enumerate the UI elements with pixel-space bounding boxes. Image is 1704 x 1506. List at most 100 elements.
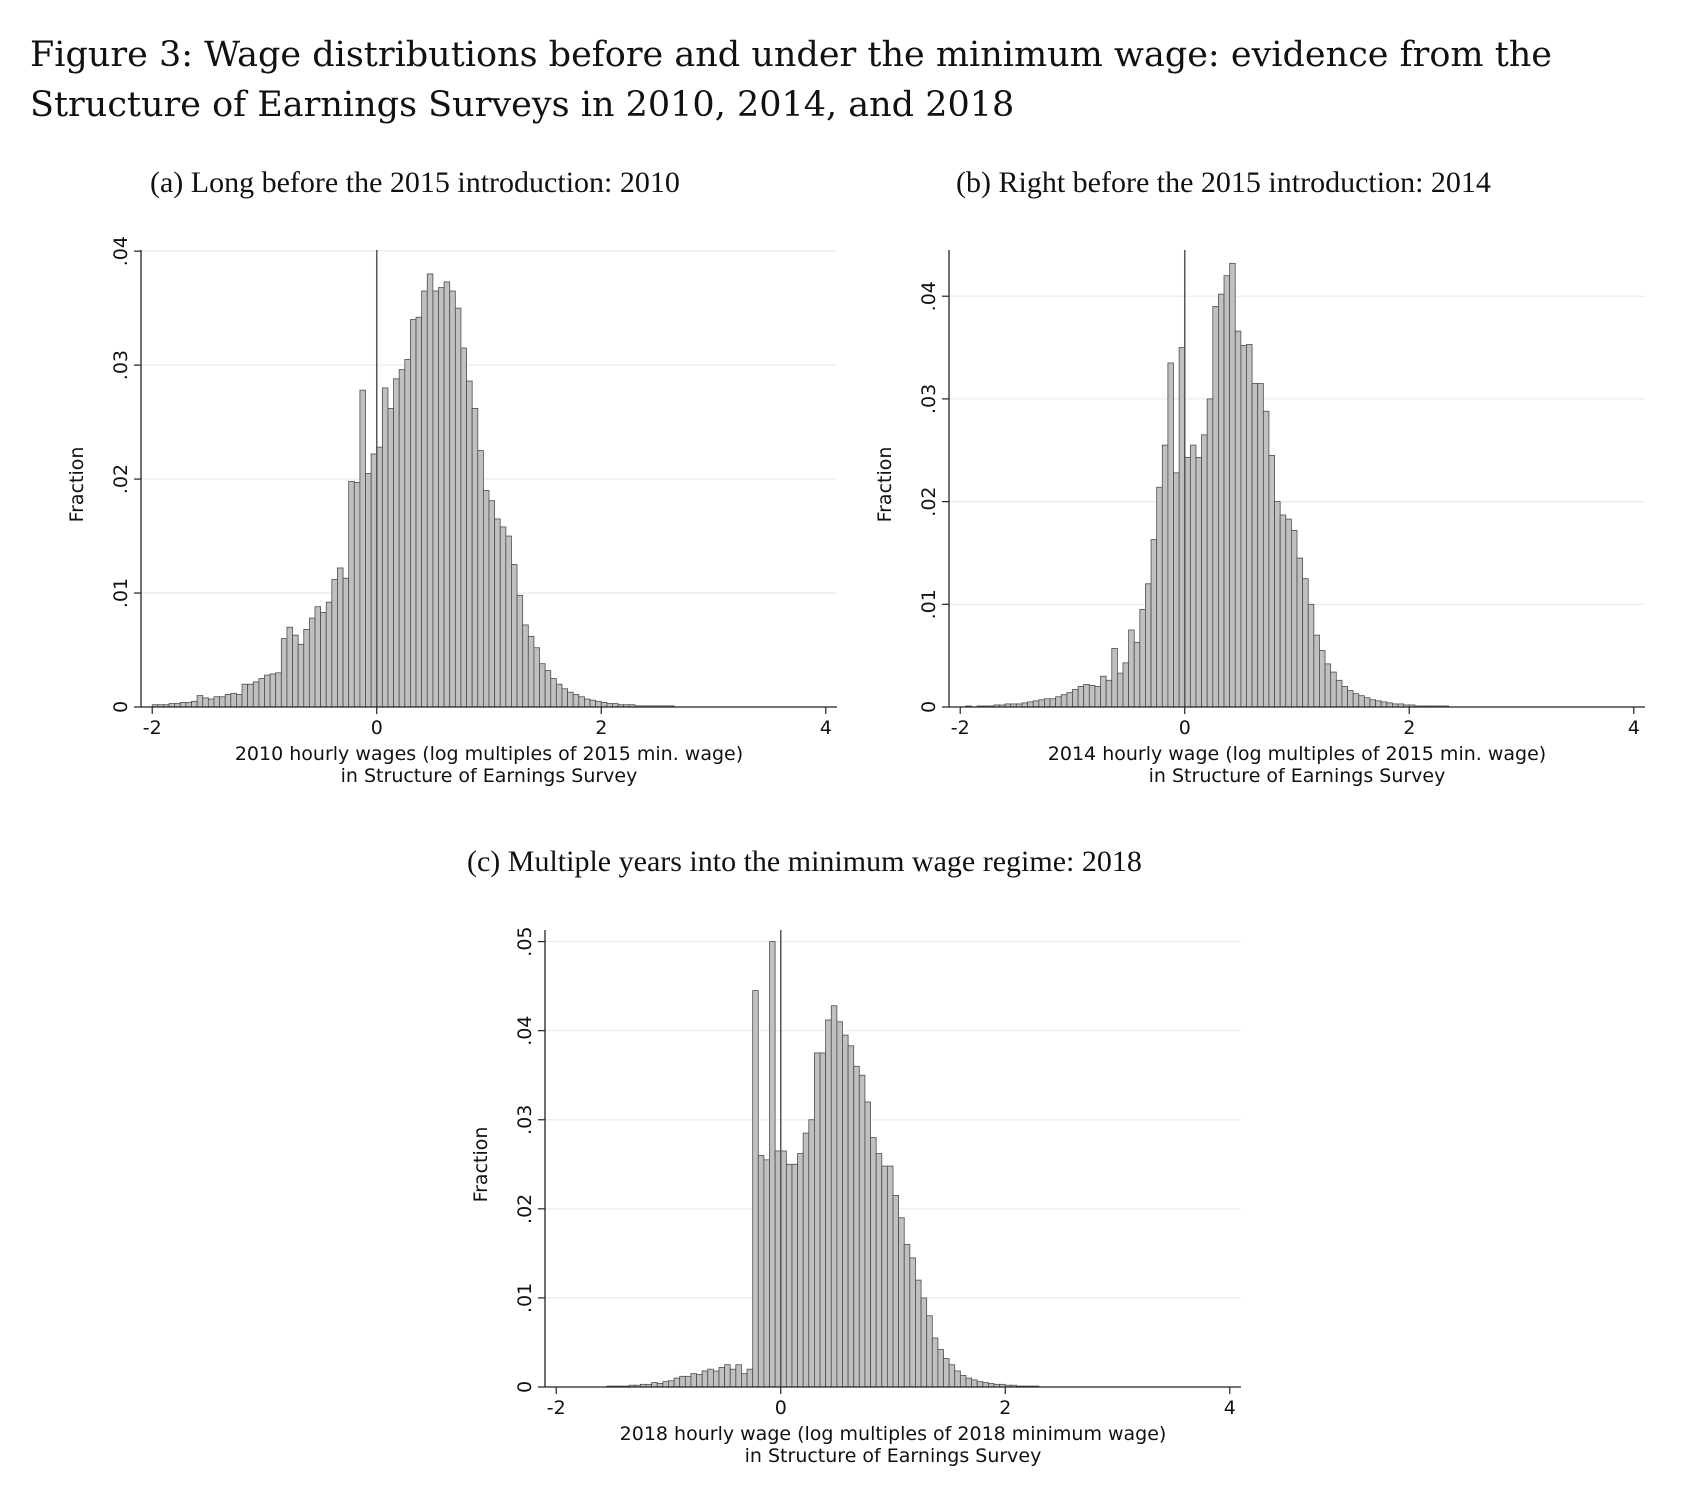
x-tick-label: 2 bbox=[999, 1397, 1011, 1419]
histogram-bar bbox=[819, 1052, 827, 1388]
histogram-bar bbox=[982, 1382, 989, 1388]
histogram-bar bbox=[780, 1150, 787, 1388]
histogram-bar bbox=[690, 1373, 697, 1388]
histogram-bar bbox=[847, 1045, 855, 1388]
histogram-bar bbox=[937, 1349, 944, 1388]
y-tick-label: .04 bbox=[514, 1016, 536, 1046]
x-tick-label: 0 bbox=[775, 1397, 787, 1419]
y-tick-label: .01 bbox=[514, 1283, 536, 1313]
y-axis-label: Fraction bbox=[874, 447, 896, 523]
x-axis-label: 2014 hourly wage (log multiples of 2015 … bbox=[1048, 743, 1546, 765]
histogram-bar bbox=[836, 1021, 843, 1388]
x-tick-label: 2 bbox=[1403, 717, 1415, 739]
panel-c-title: (c) Multiple years into the minimum wage… bbox=[467, 845, 1142, 878]
histogram-bar bbox=[774, 1150, 782, 1388]
histogram-bar bbox=[971, 1379, 978, 1388]
histogram-bar bbox=[718, 1367, 726, 1388]
y-tick-label: .02 bbox=[918, 486, 940, 516]
x-tick-label: 0 bbox=[1179, 717, 1191, 739]
histogram-bar bbox=[931, 1337, 939, 1388]
x-tick-label: -2 bbox=[951, 717, 970, 739]
histogram-bar bbox=[752, 990, 759, 1388]
x-axis-label: 2010 hourly wages (log multiples of 2015… bbox=[235, 743, 743, 765]
y-tick-label: .02 bbox=[110, 464, 132, 494]
y-tick-label: .05 bbox=[514, 926, 536, 956]
histogram-bar bbox=[701, 1370, 709, 1388]
y-axis-label: Fraction bbox=[470, 1127, 492, 1203]
histogram-bar bbox=[898, 1217, 905, 1388]
histogram-bar bbox=[729, 1368, 737, 1388]
y-axis-label: Fraction bbox=[66, 447, 88, 523]
histogram-bar bbox=[763, 1159, 770, 1388]
histogram-bar bbox=[757, 1154, 765, 1388]
histogram-bar bbox=[926, 1315, 933, 1388]
x-tick-label: 0 bbox=[371, 717, 383, 739]
histogram-bar bbox=[858, 1074, 866, 1388]
histogram-bar bbox=[668, 1380, 675, 1388]
y-tick-label: .03 bbox=[918, 384, 940, 414]
histogram-bar bbox=[808, 1119, 815, 1388]
panel-b-title: (b) Right before the 2015 introduction: … bbox=[956, 166, 1491, 199]
histogram-bar bbox=[886, 1165, 894, 1388]
histogram-bar bbox=[959, 1375, 967, 1388]
histogram-bar bbox=[825, 1019, 832, 1388]
y-tick-label: .03 bbox=[514, 1105, 536, 1135]
histogram-bar bbox=[830, 1005, 838, 1388]
figure-title: Figure 3: Wage distributions before and … bbox=[30, 35, 1553, 125]
histogram-bar bbox=[684, 1375, 692, 1388]
histogram-bar bbox=[724, 1364, 731, 1388]
histogram-bar bbox=[976, 1381, 984, 1388]
histogram-bar bbox=[791, 1163, 798, 1388]
x-tick-label: 4 bbox=[820, 717, 832, 739]
histogram-bar bbox=[875, 1153, 883, 1388]
y-tick-label: 0 bbox=[110, 701, 132, 713]
x-axis-label: in Structure of Earnings Survey bbox=[1149, 765, 1446, 787]
histogram-bar bbox=[909, 1257, 916, 1388]
histogram-bar bbox=[797, 1153, 804, 1388]
histogram-bar bbox=[943, 1358, 950, 1388]
y-tick-label: 0 bbox=[918, 701, 940, 713]
y-tick-label: .03 bbox=[110, 350, 132, 380]
x-axis-label: in Structure of Earnings Survey bbox=[341, 765, 638, 787]
x-tick-label: 4 bbox=[1224, 1397, 1236, 1419]
histogram-bar bbox=[651, 1382, 658, 1388]
histogram-bar bbox=[769, 941, 776, 1388]
histogram-bar bbox=[673, 1377, 681, 1388]
y-tick-label: .04 bbox=[918, 281, 940, 311]
histogram-bar bbox=[741, 1373, 748, 1388]
histogram-bar bbox=[864, 1101, 871, 1388]
histogram-bar bbox=[696, 1374, 703, 1388]
x-axis-label: 2018 hourly wage (log multiples of 2018 … bbox=[620, 1423, 1167, 1445]
histogram-bar bbox=[881, 1165, 888, 1388]
histogram-bar bbox=[814, 1052, 821, 1388]
y-tick-label: .04 bbox=[110, 236, 132, 266]
histogram-bar bbox=[870, 1137, 877, 1388]
y-tick-label: .01 bbox=[110, 578, 132, 608]
histogram-bar bbox=[802, 1132, 810, 1388]
y-tick-label: .02 bbox=[514, 1194, 536, 1224]
histogram-bar bbox=[892, 1195, 900, 1388]
x-tick-label: -2 bbox=[547, 1397, 566, 1419]
histogram-bar bbox=[679, 1375, 686, 1388]
histogram-bar bbox=[746, 1368, 754, 1388]
histogram-bar bbox=[920, 1297, 928, 1388]
histogram-bar bbox=[712, 1370, 720, 1388]
histogram-bar bbox=[903, 1244, 911, 1388]
histogram-bar bbox=[785, 1163, 793, 1388]
histogram-bar bbox=[735, 1364, 742, 1388]
x-tick-label: 4 bbox=[1628, 717, 1640, 739]
histogram-bar bbox=[853, 1065, 860, 1388]
histogram-bar bbox=[954, 1370, 961, 1388]
y-tick-label: 0 bbox=[514, 1381, 536, 1393]
histogram-bar bbox=[915, 1279, 922, 1388]
panel-a-title: (a) Long before the 2015 introduction: 2… bbox=[150, 166, 680, 199]
histogram-bar bbox=[707, 1368, 714, 1388]
histogram-bar bbox=[662, 1381, 669, 1388]
histogram-bar bbox=[948, 1364, 956, 1388]
histogram-bar bbox=[842, 1034, 849, 1388]
histogram-bar bbox=[965, 1377, 972, 1388]
x-axis-label: in Structure of Earnings Survey bbox=[745, 1445, 1042, 1467]
